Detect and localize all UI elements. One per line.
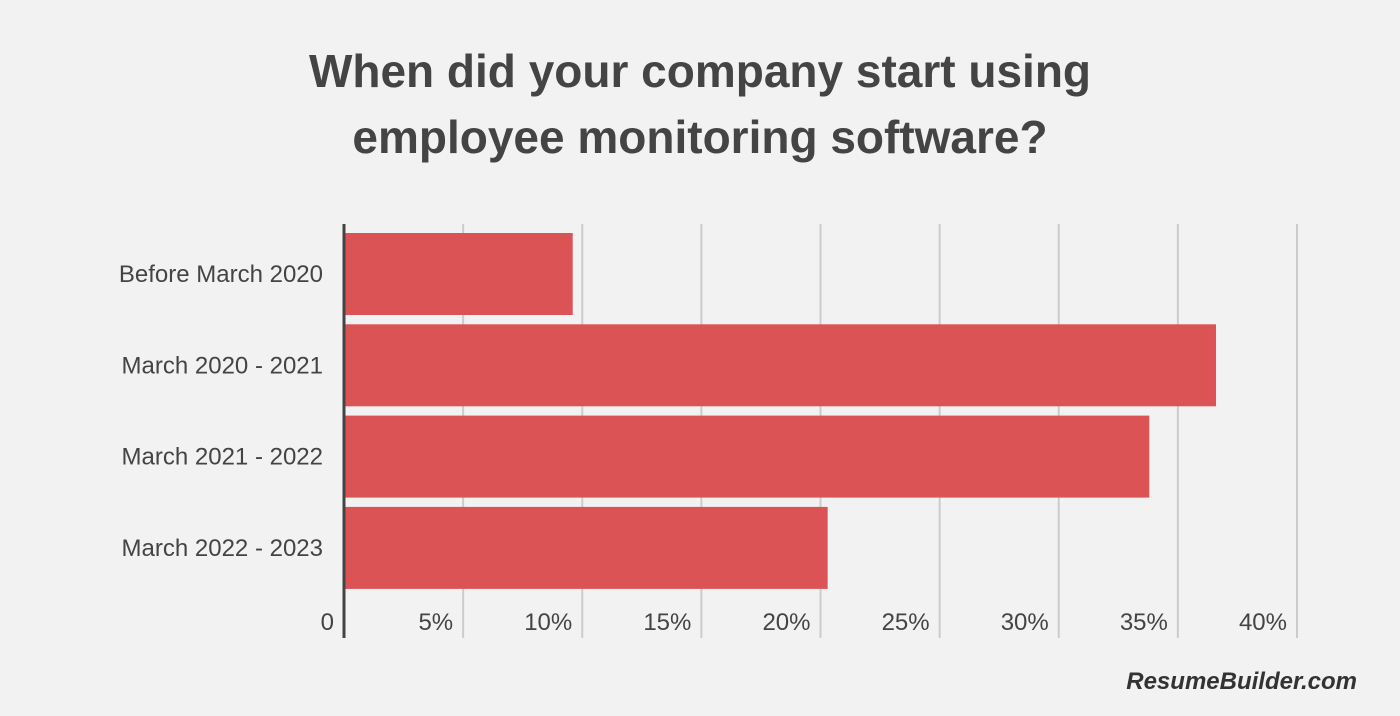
chart-title: When did your company start using employ… xyxy=(0,38,1400,170)
x-tick-label: 15% xyxy=(643,609,691,636)
x-tick-label: 10% xyxy=(524,609,572,636)
category-label: March 2022 - 2023 xyxy=(122,535,323,562)
x-tick-label: 30% xyxy=(1001,609,1049,636)
x-tick-label: 5% xyxy=(418,609,453,636)
category-label: March 2020 - 2021 xyxy=(122,352,323,379)
x-tick-label: 35% xyxy=(1120,609,1168,636)
x-tick-label: 0 xyxy=(321,609,334,636)
bar xyxy=(344,506,828,589)
bar xyxy=(344,415,1150,498)
x-tick-label: 40% xyxy=(1239,609,1287,636)
category-label: March 2021 - 2022 xyxy=(122,444,323,471)
chart-title-line-2: employee monitoring software? xyxy=(352,111,1048,163)
chart-title-line-1: When did your company start using xyxy=(308,45,1092,97)
bar xyxy=(344,233,573,315)
x-tick-label: 20% xyxy=(762,609,810,636)
x-tick-label: 25% xyxy=(882,609,930,636)
source-credit: ResumeBuilder.com xyxy=(1126,668,1357,695)
category-label: Before March 2020 xyxy=(119,261,323,288)
bar xyxy=(344,324,1216,407)
